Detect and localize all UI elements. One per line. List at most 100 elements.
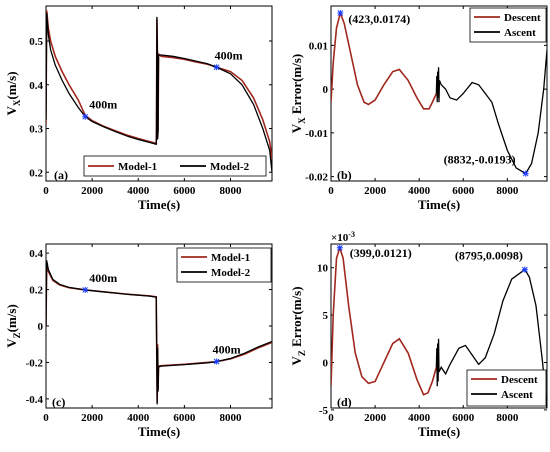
legend-entry: Descent — [501, 374, 538, 386]
y-tick-label: -0.2 — [26, 357, 44, 369]
y-label-v: V — [4, 338, 19, 348]
legend-box — [466, 369, 547, 407]
y-tick-label: 0.01 — [309, 40, 328, 52]
y-tick-label: 0.3 — [29, 124, 43, 136]
x-tick-label: 2000 — [364, 412, 387, 424]
y-tick-label: -0.01 — [305, 128, 328, 140]
y-label-rest: (m/s) — [4, 304, 19, 332]
x-tick-label: 2000 — [364, 185, 387, 197]
data-marker — [521, 266, 528, 273]
legend-entry: Model-2 — [210, 161, 250, 173]
chart-panel-a: 0 2000 4000 6000 8000 0.2 0.3 0.4 0.5 Time(s) VX(m… — [4, 5, 273, 212]
chart-panel-b: 0 2000 4000 6000 8000 -0.02 -0.01 0 0.01 Time(s) V… — [289, 5, 548, 212]
y-label-subscript: X — [297, 117, 307, 124]
x-tick-label: 6000 — [452, 412, 475, 424]
y-tick-label: 0.5 — [29, 36, 43, 48]
data-marker — [522, 170, 529, 177]
x-tick-label: 6000 — [452, 185, 475, 197]
x-tick-label: 8000 — [496, 185, 519, 197]
y-label-rest: Error(m/s) — [289, 286, 304, 350]
y-tick-label: 0.4 — [29, 248, 43, 260]
y-label-subscript: Z — [297, 350, 307, 356]
y-tick-label: -0.02 — [305, 172, 328, 184]
legend-box — [176, 247, 272, 283]
x-tick-label: 4000 — [127, 185, 150, 197]
marker-label: 400m — [213, 343, 241, 357]
panel-label: (d) — [337, 395, 352, 409]
data-marker — [213, 358, 220, 365]
marker-label: (423,0.0174) — [348, 12, 410, 26]
y-axis-label: VZ(m/s) — [4, 304, 22, 348]
legend: Model-1 Model-2 — [176, 247, 272, 283]
legend-box — [83, 155, 267, 177]
data-marker — [337, 10, 344, 16]
x-tick-label: 4000 — [408, 412, 431, 424]
legend-entry: Model-1 — [118, 161, 157, 173]
y-label-rest: (m/s) — [4, 71, 19, 99]
panel-label: (a) — [54, 168, 68, 182]
x-axis-label: Time(s) — [418, 424, 460, 439]
x-tick-label: 8000 — [219, 412, 242, 424]
x-tick-label: 8000 — [496, 412, 519, 424]
x-tick-label: 0 — [328, 412, 334, 424]
y-tick-label: 0.4 — [29, 80, 43, 92]
x-tick-label: 0 — [43, 185, 49, 197]
x-tick-label: 4000 — [408, 185, 431, 197]
y-label-v: V — [289, 356, 304, 366]
y-label-rest: Error(m/s) — [289, 54, 304, 118]
legend-entry: Ascent — [501, 389, 533, 401]
y-tick-label: -5 — [319, 405, 329, 417]
x-tick-label: 0 — [43, 412, 49, 424]
y-axis-label: VX Error(m/s) — [289, 54, 307, 134]
y-exponent-power: -3 — [348, 230, 355, 239]
data-marker — [213, 64, 220, 71]
chart-panel-c: 0 2000 4000 6000 8000 -0.4 -0.2 0 0.2 0.4 Time(s) V… — [4, 243, 273, 439]
y-tick-label: 10 — [317, 263, 329, 275]
x-tick-label: 2000 — [81, 412, 104, 424]
x-tick-label: 8000 — [219, 185, 242, 197]
legend: Descent Ascent — [469, 7, 547, 43]
y-tick-label: 0 — [323, 84, 329, 96]
legend-entry: Descent — [504, 12, 541, 24]
y-tick-label: 5 — [323, 310, 329, 322]
y-label-subscript: Z — [12, 332, 22, 338]
data-marker — [82, 113, 89, 120]
marker-label: (8795,0.0098) — [455, 249, 523, 263]
x-tick-label: 6000 — [173, 185, 196, 197]
y-label-v: V — [4, 106, 19, 116]
legend: Model-1 Model-2 — [83, 155, 267, 177]
x-tick-label: 6000 — [173, 412, 196, 424]
y-exponent-label: ×10-3 — [331, 230, 355, 244]
y-tick-label: 0.2 — [29, 167, 43, 179]
series-line-model-2 — [46, 12, 272, 173]
marker-label: 400m — [89, 271, 117, 285]
marker-label: (8832,-0.0193) — [444, 153, 516, 167]
marker-label: 400m — [89, 98, 117, 112]
marker-label: 400m — [215, 48, 243, 62]
series-line-ascent — [435, 268, 547, 408]
y-axis-label: VZ Error(m/s) — [289, 286, 307, 365]
legend-entry: Ascent — [504, 27, 536, 39]
y-tick-label: 0.2 — [29, 285, 43, 297]
legend-entry: Model-2 — [211, 267, 251, 279]
x-tick-label: 0 — [328, 185, 334, 197]
marker-label: (399,0.0121) — [350, 246, 412, 260]
y-tick-label: 0 — [323, 357, 329, 369]
panel-label: (b) — [337, 168, 352, 182]
panel-label: (c) — [52, 395, 65, 409]
legend: Descent Ascent — [466, 369, 547, 407]
y-tick-label: 0 — [38, 321, 44, 333]
x-tick-label: 2000 — [81, 185, 104, 197]
y-label-subscript: X — [12, 99, 22, 106]
y-axis-label: VX(m/s) — [4, 71, 22, 115]
legend-entry: Model-1 — [211, 252, 250, 264]
y-label-v: V — [289, 123, 304, 133]
x-axis-label: Time(s) — [138, 424, 180, 439]
data-marker — [82, 286, 89, 293]
data-marker — [336, 244, 343, 251]
x-axis-label: Time(s) — [138, 197, 180, 212]
x-axis-label: Time(s) — [418, 197, 460, 212]
legend-box — [469, 7, 547, 43]
